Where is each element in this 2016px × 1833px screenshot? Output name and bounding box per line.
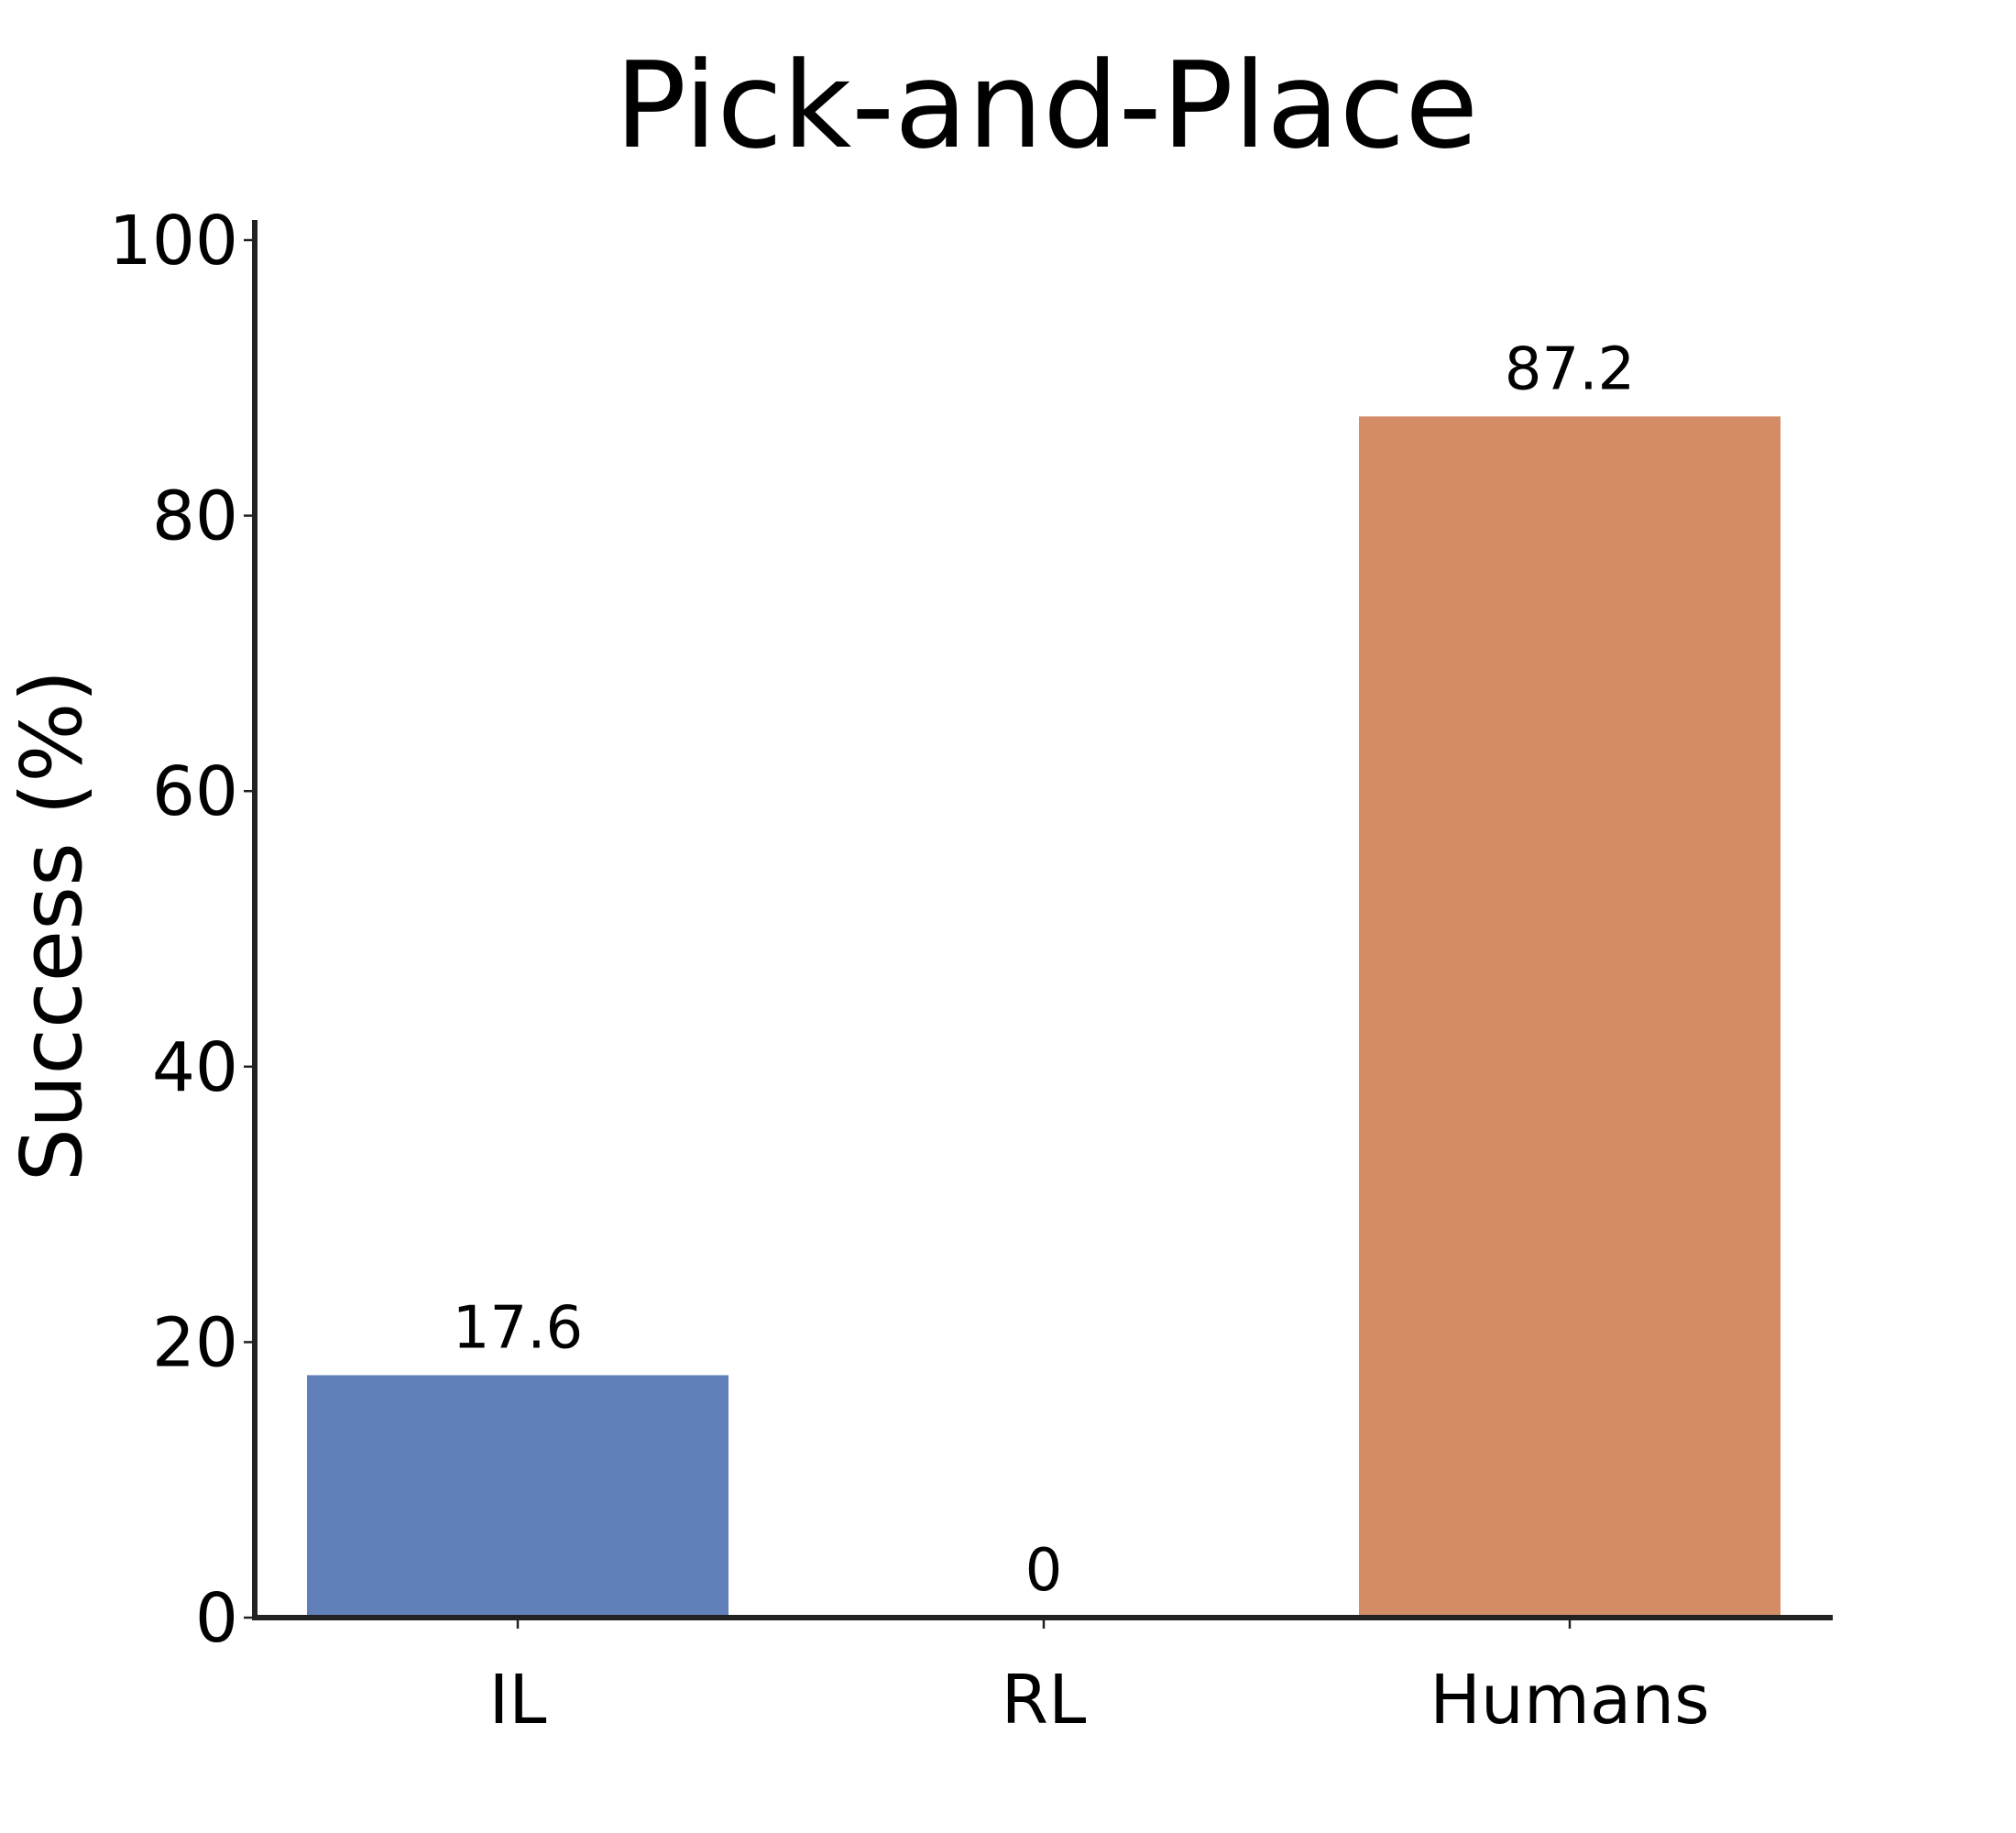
y-axis-ticks: 0 20 40 60 80 100	[109, 202, 255, 1658]
data-label-humans: 87.2	[1505, 335, 1636, 403]
x-tick-label-humans: Humans	[1430, 1661, 1709, 1740]
x-tick-label-rl: RL	[1002, 1661, 1087, 1740]
x-axis-ticks: IL RL Humans	[488, 1618, 1710, 1740]
y-tick-label: 60	[152, 752, 238, 831]
bar-il	[307, 1375, 729, 1618]
data-label-il: 17.6	[453, 1294, 584, 1362]
y-tick-label: 20	[152, 1303, 238, 1382]
y-tick-label: 100	[109, 202, 238, 280]
bars-group	[307, 416, 1780, 1618]
y-axis-title: Success (%)	[3, 670, 101, 1182]
y-tick-label: 40	[152, 1028, 238, 1107]
bar-humans	[1359, 416, 1780, 1618]
x-tick-label-il: IL	[488, 1661, 546, 1740]
y-tick-label: 80	[152, 477, 238, 556]
chart-title: Pick-and-Place	[615, 36, 1478, 175]
data-labels-group: 17.6 0 87.2	[453, 335, 1636, 1605]
data-label-rl: 0	[1025, 1537, 1063, 1605]
y-tick-label: 0	[195, 1579, 238, 1658]
